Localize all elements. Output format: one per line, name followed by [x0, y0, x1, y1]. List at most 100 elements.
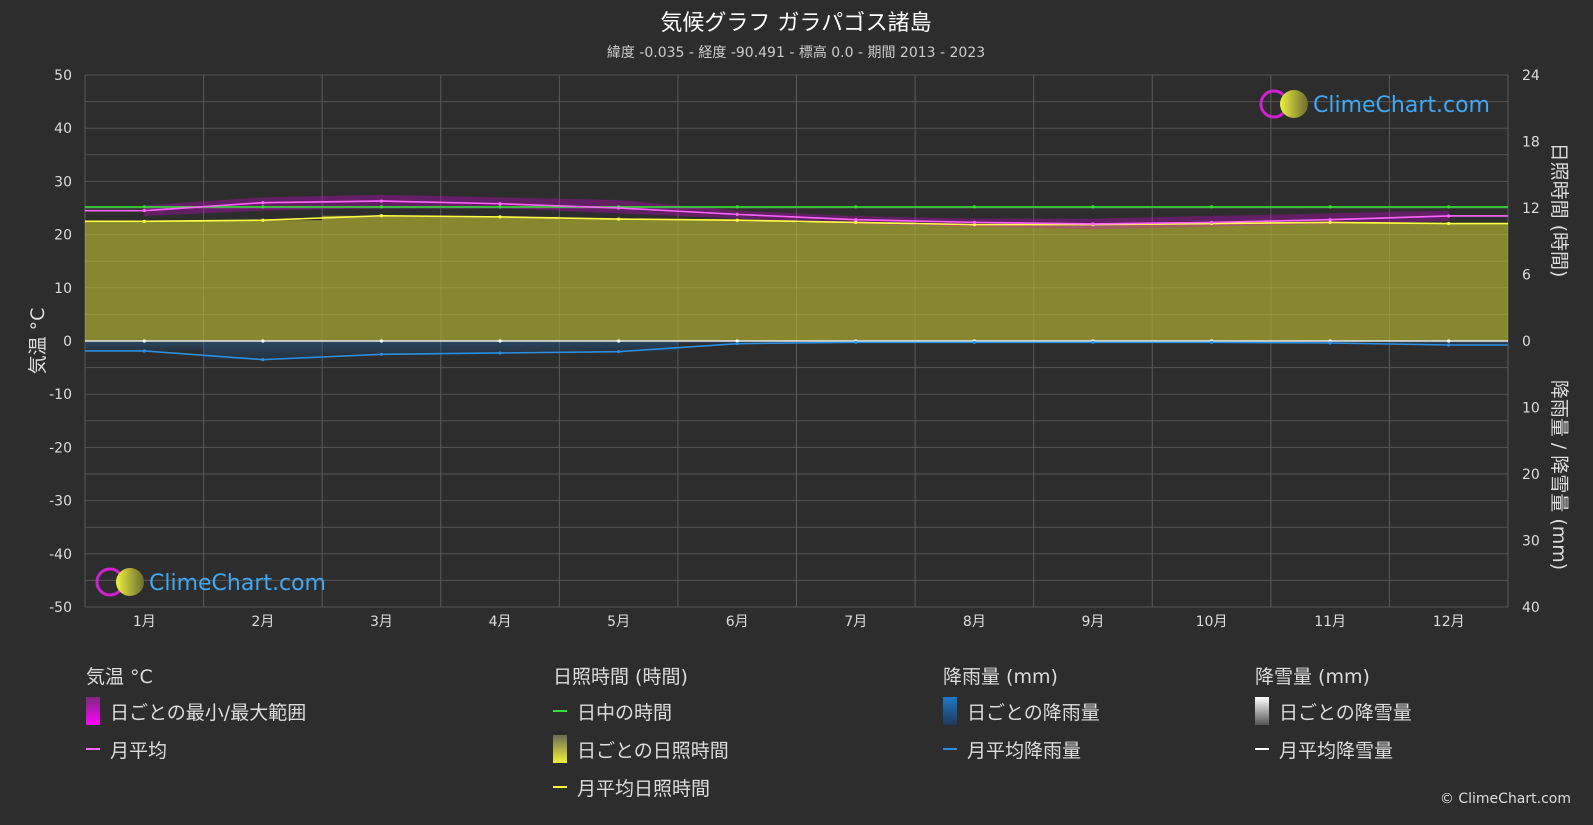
y-tick-label-left: -10: [49, 387, 72, 403]
temp-avg-line-point: [1328, 218, 1332, 222]
legend-group-temperature: 気温 °C 日ごとの最小/最大範囲 月平均: [86, 662, 306, 774]
legend-group-snow: 降雪量 (mm) 日ごとの降雪量 月平均降雪量: [1255, 662, 1412, 774]
rain-avg-line-point: [617, 350, 621, 354]
sunshine-avg-line-point: [498, 215, 502, 219]
sunshine-bar: [322, 215, 441, 341]
y-tick-label-left: -40: [49, 547, 72, 563]
x-tick-label: 12月: [1433, 614, 1465, 630]
x-tick-label: 6月: [726, 614, 749, 630]
rain-avg-line-point: [1447, 343, 1451, 347]
snow-avg-swatch: [1255, 748, 1269, 750]
legend-group-sunshine: 日照時間 (時間) 日中の時間 日ごとの日照時間 月平均日照時間: [553, 662, 729, 812]
y-tick-label-left: 40: [54, 121, 72, 137]
rain-bar: [1389, 341, 1508, 345]
legend: 気温 °C 日ごとの最小/最大範囲 月平均 日照時間 (時間) 日中の時間 日ご…: [0, 662, 1593, 812]
daylight-line-point: [261, 205, 265, 209]
legend-heading-snow: 降雪量 (mm): [1255, 666, 1370, 688]
y-tick-label-right-top: 0: [1522, 334, 1531, 350]
legend-item-sunshine-daily: 日ごとの日照時間: [553, 735, 729, 763]
sunshine-avg-line-point: [1328, 220, 1332, 225]
snow-avg-line-point: [261, 339, 265, 343]
sunshine-bar: [440, 216, 560, 341]
sunshine-avg-line-point: [379, 214, 384, 218]
rain-bar: [85, 341, 204, 351]
copyright: © ClimeChart.com: [1439, 791, 1571, 807]
y-tick-label-left: 10: [54, 281, 72, 297]
y-tick-label-left: -50: [49, 600, 72, 616]
x-tick-label: 4月: [489, 614, 512, 630]
sunshine-bar: [1389, 223, 1508, 341]
x-tick-label: 8月: [963, 614, 986, 630]
sunshine-avg-swatch: [553, 786, 567, 788]
sunshine-bar: [796, 222, 916, 341]
temp-avg-line-point: [1447, 214, 1451, 218]
x-tick-label: 10月: [1196, 614, 1228, 630]
temp-avg-line-point: [854, 218, 858, 222]
legend-label: 月平均日照時間: [577, 777, 711, 800]
plot-area: 50 40 30 20 10 0 -10 -20 -30 -40 -50 24 18 12 6 0 10 20 30…: [49, 68, 1540, 630]
snow-swatch: [1255, 697, 1269, 725]
daylight-line-point: [854, 205, 858, 209]
y-tick-label-left: 0: [63, 334, 72, 350]
legend-label: 日中の時間: [577, 701, 673, 724]
y-tick-label-left: -30: [49, 494, 72, 510]
daylight-line-point: [498, 205, 502, 209]
rain-bar: [322, 341, 441, 355]
sunshine-bar: [203, 220, 323, 341]
legend-heading-rain: 降雨量 (mm): [943, 666, 1058, 688]
legend-label: 日ごとの日照時間: [577, 739, 729, 762]
y-tick-label-left: 30: [54, 174, 72, 190]
temp-avg-line-point: [142, 209, 146, 213]
sunshine-avg-line-point: [617, 217, 621, 221]
rain-bar: [203, 341, 323, 360]
sunshine-bar: [559, 219, 678, 341]
sunshine-bar: [1152, 223, 1271, 341]
x-tick-label: 7月: [844, 614, 867, 630]
rain-avg-line-point: [1091, 340, 1095, 344]
y-tick-label-right-top: 18: [1522, 135, 1540, 151]
y-axis-left-title: 気温 °C: [27, 308, 49, 375]
rain-avg-line: [85, 341, 1508, 361]
rain-avg-line-point: [972, 340, 976, 344]
legend-item-snow-daily: 日ごとの降雪量: [1255, 697, 1412, 725]
legend-label: 日ごとの降雨量: [967, 701, 1100, 724]
temp-avg-line-point: [735, 212, 739, 216]
daylight-line-point: [1209, 205, 1214, 209]
sunshine-avg-line: [85, 214, 1508, 226]
legend-label: 月平均降雪量: [1279, 739, 1394, 762]
logo-top: ClimeChart.com: [1259, 89, 1490, 119]
snow-avg-line-point: [1447, 339, 1451, 343]
rain-avg-line-point: [142, 349, 146, 353]
temp-avg-line-point: [1209, 220, 1214, 224]
temp-avg-line-point: [498, 202, 502, 206]
x-tick-label: 3月: [370, 614, 393, 630]
y-axis-right-bottom-title: 降雨量 / 降雪量 (mm): [1548, 380, 1570, 570]
x-tick-label: 1月: [133, 614, 156, 630]
sunshine-bar: [85, 221, 204, 341]
sunshine-bar: [915, 224, 1034, 341]
legend-item-sunshine-avg: 月平均日照時間: [553, 774, 729, 800]
rain-bar: [559, 341, 678, 352]
snow-avg-line-point: [379, 339, 384, 343]
snow-avg-line-point: [735, 339, 739, 343]
sunshine-bar: [677, 220, 797, 341]
legend-label: 日ごとの降雪量: [1279, 701, 1412, 724]
daylight-swatch: [553, 710, 567, 712]
daylight-line-point: [379, 205, 384, 209]
logo-text-bottom: ClimeChart.com: [149, 571, 326, 596]
temp-avg-line-point: [379, 199, 384, 203]
daylight-line-point: [1447, 205, 1451, 209]
y-axis-right-top-title: 日照時間 (時間): [1548, 143, 1570, 278]
legend-group-rain: 降雨量 (mm) 日ごとの降雨量 月平均降雨量: [943, 662, 1100, 774]
rain-avg-line-point: [1209, 340, 1214, 344]
x-tick-label: 5月: [607, 614, 630, 630]
legend-label: 月平均: [110, 739, 168, 762]
y-tick-label-right-bottom: 30: [1522, 534, 1540, 550]
chart-title: 気候グラフ ガラパゴス諸島: [660, 11, 931, 36]
sunshine-avg-line-point: [261, 218, 265, 222]
sunshine-bar: [1033, 224, 1153, 341]
rain-avg-line-point: [498, 351, 502, 355]
climate-chart: 気候グラフ ガラパゴス諸島 緯度 -0.035 - 経度 -90.491 - 標…: [27, 11, 1570, 630]
rain-avg-line-point: [261, 358, 265, 362]
sunshine-bar: [1270, 222, 1390, 341]
